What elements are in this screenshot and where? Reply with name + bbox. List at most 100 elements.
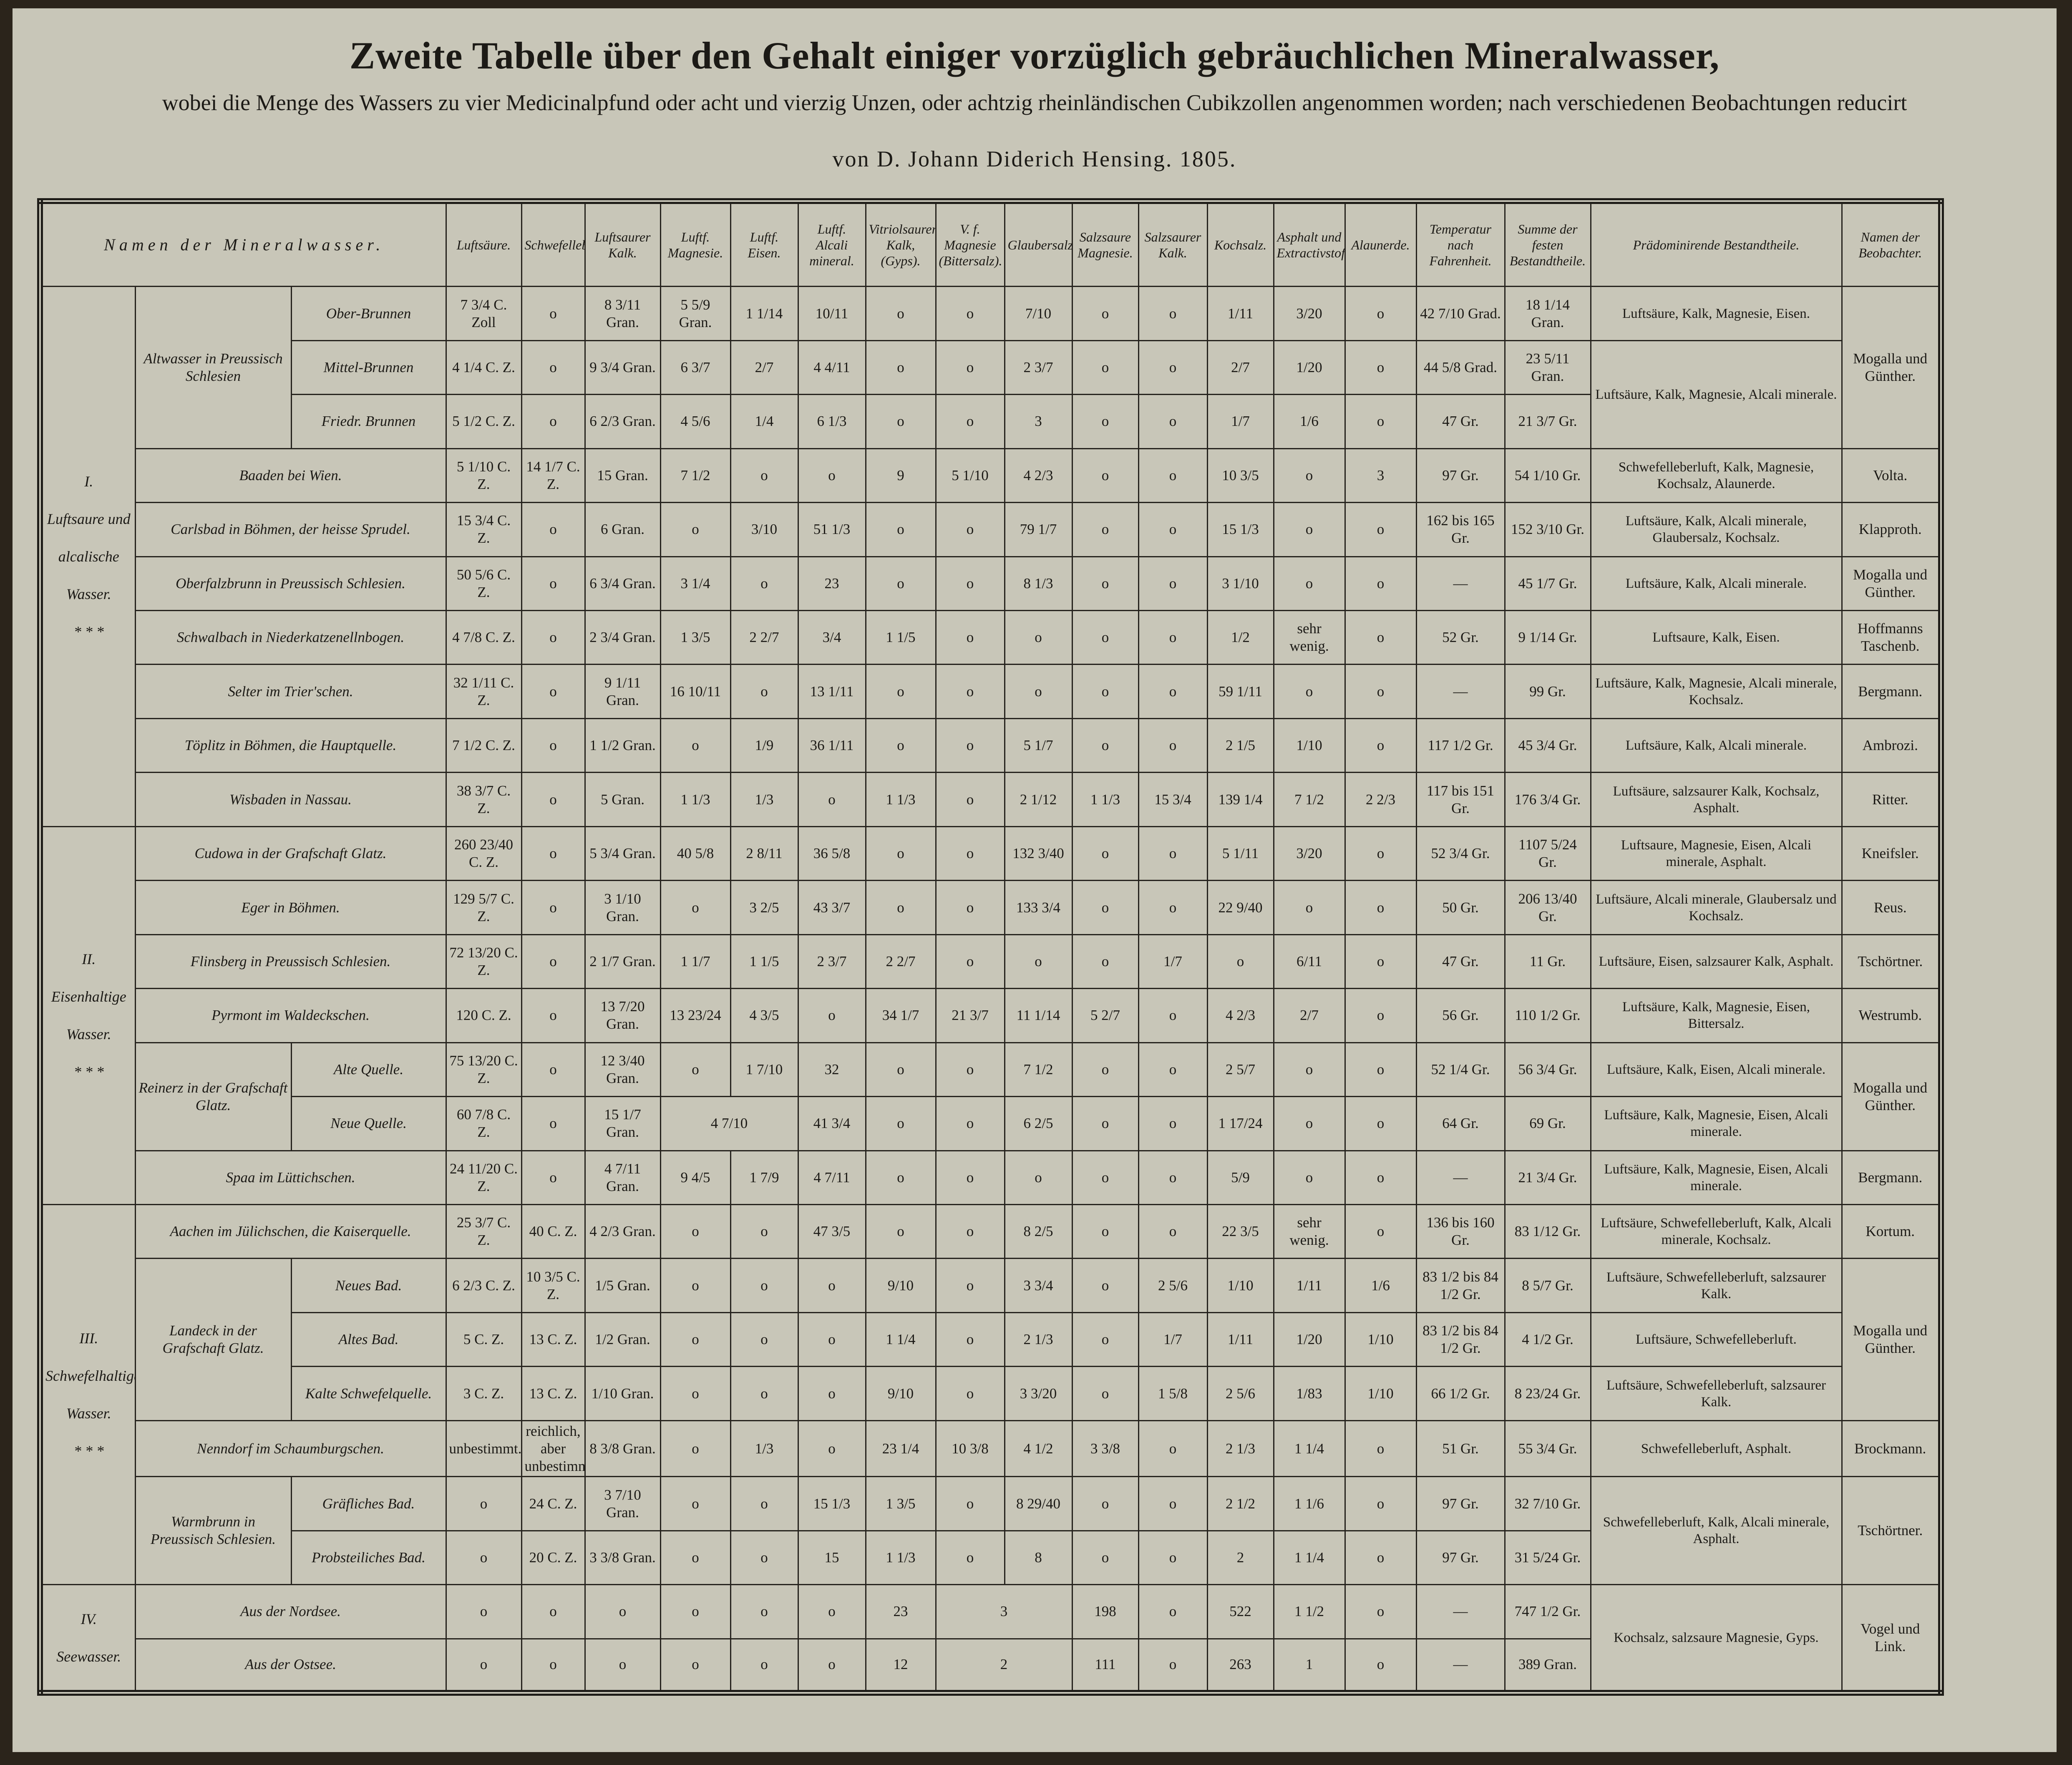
value-cell: 4 2/3 [1206, 988, 1274, 1043]
observer-cell: Ambrozi. [1841, 718, 1942, 773]
table-row: II. Eisenhaltige Wasser. * * * Cudowa in de… [39, 826, 1942, 1206]
value-cell: 1 3/5 [660, 610, 731, 665]
group-caption: Eisenhaltige Wasser. [51, 988, 126, 1043]
value-cell: o [935, 772, 1005, 827]
value-cell: unbestimmt. [445, 1420, 522, 1478]
value-cell: 44 5/8 Grad. [1415, 340, 1506, 395]
table-row: Reinerz in der Grafschaft Glatz. Alte Que… [40, 1042, 1942, 1151]
value-cell: 50 Gr. [1415, 880, 1506, 935]
value-cell: 14 1/7 C. Z. [521, 448, 586, 504]
spring-name: Landeck in der Grafschaft Glatz. [134, 1258, 292, 1421]
value-cell: 52 1/4 Gr. [1415, 1042, 1506, 1098]
value-cell: 1 1/4 [865, 1312, 937, 1367]
observer-cell: Brockmann. [1841, 1420, 1942, 1478]
value-cell: o [1138, 610, 1208, 665]
column-header: Temperatur nach Fahrenheit. [1415, 200, 1506, 287]
source-name: Gräfliches Bad. [290, 1476, 447, 1531]
value-cell: 32 7/10 Gr. [1504, 1476, 1591, 1531]
value-cell: 1/11 [1206, 286, 1274, 341]
spring-name: Töplitz in Böhmen, die Hauptquelle. [134, 718, 447, 773]
value-cell: 3 C. Z. [445, 1366, 522, 1421]
value-cell: 23 5/11 Gran. [1504, 340, 1591, 395]
value-cell: 2 3/7 [1004, 340, 1073, 395]
value-cell: o [1071, 826, 1139, 881]
value-cell: o [521, 826, 586, 881]
value-cell: 11 1/14 [1004, 988, 1073, 1043]
value-cell: o [660, 502, 731, 557]
value-cell: 522 [1206, 1584, 1274, 1639]
predominant-cell: Luftsäure, Schwefelleberluft, Kalk, Alca… [1590, 1204, 1843, 1259]
observer-cell: Hoffmanns Taschenb. [1841, 610, 1942, 665]
value-cell: 9 1/14 Gr. [1504, 610, 1591, 665]
value-cell: o [1344, 826, 1417, 881]
value-cell: 2 [1206, 1530, 1274, 1586]
value-cell: 13 1/11 [797, 664, 866, 719]
group-mark: * * * [73, 1443, 104, 1460]
value-cell: o [1071, 934, 1139, 990]
predominant-cell: Luftsäure, Kalk, Alcali minerale. [1590, 718, 1843, 773]
value-cell: 3 [1004, 394, 1073, 449]
value-cell: 15 1/3 [1206, 502, 1274, 557]
value-cell: o [1071, 1476, 1139, 1531]
predominant-cell: Luftsäure, salzsaurer Kalk, Kochsalz, As… [1590, 772, 1843, 827]
value-cell: 6 3/4 Gran. [584, 556, 661, 612]
value-cell: o [1071, 340, 1139, 395]
value-cell: 117 bis 151 Gr. [1415, 772, 1506, 827]
table: Namen der Mineralwasser. Luftsäure. Schwef… [37, 198, 1944, 1696]
value-cell: 47 3/5 [797, 1204, 866, 1259]
predominant-cell: Luftsäure, Schwefelleberluft. [1590, 1312, 1843, 1367]
value-cell: 4 7/11 Gran. [584, 1150, 661, 1206]
value-cell: 1 1/3 [1071, 772, 1139, 827]
value-cell: 15 3/4 [1138, 772, 1208, 827]
value-cell: 15 Gran. [584, 448, 661, 504]
value-cell: 4 1/2 Gr. [1504, 1312, 1591, 1367]
value-cell: 2 5/7 [1206, 1042, 1274, 1098]
value-cell: 6 2/5 [1004, 1096, 1073, 1151]
value-cell: 139 1/4 [1206, 772, 1274, 827]
predominant-cell: Luftsäure, Kalk, Magnesie, Eisen, Alcali… [1590, 1096, 1843, 1151]
value-cell: 5 1/2 C. Z. [445, 394, 522, 449]
spring-name: Selter im Trier'schen. [134, 664, 447, 719]
observer-cell: Kneifsler. [1841, 826, 1942, 881]
value-cell: 51 Gr. [1415, 1420, 1506, 1478]
value-cell: 21 3/4 Gr. [1504, 1150, 1591, 1206]
value-cell: 8 3/8 Gran. [584, 1420, 661, 1478]
value-cell: o [935, 718, 1005, 773]
value-cell: 2 1/3 [1004, 1312, 1073, 1367]
observer-cell: Vogel und Link. [1841, 1584, 1942, 1694]
value-cell: o [660, 1530, 731, 1586]
value-cell: 42 7/10 Grad. [1415, 286, 1506, 341]
spring-name: Altwasser in Preussisch Schlesien [134, 286, 292, 449]
value-cell: o [865, 1042, 937, 1098]
value-cell: 54 1/10 Gr. [1504, 448, 1591, 504]
value-cell: o [660, 1042, 731, 1098]
value-cell: 21 3/7 [935, 988, 1005, 1043]
value-cell: o [1138, 340, 1208, 395]
value-cell: o [1071, 610, 1139, 665]
value-cell: 4 1/4 C. Z. [445, 340, 522, 395]
value-cell: o [1138, 394, 1208, 449]
value-cell: 59 1/11 [1206, 664, 1274, 719]
value-cell: 23 [797, 556, 866, 612]
value-cell: o [1071, 1096, 1139, 1151]
value-cell: 41 3/4 [797, 1096, 866, 1151]
column-header: Salzsaure Magnesie. [1071, 200, 1139, 287]
value-cell: 40 C. Z. [521, 1204, 586, 1259]
value-cell: o [797, 772, 866, 827]
value-cell: o [1071, 448, 1139, 504]
value-cell: 5 1/10 C. Z. [445, 448, 522, 504]
value-cell: 10/11 [797, 286, 866, 341]
value-cell: o [1071, 880, 1139, 935]
value-cell: 23 1/4 [865, 1420, 937, 1478]
value-cell: 2 1/3 [1206, 1420, 1274, 1478]
value-cell: o [1138, 988, 1208, 1043]
value-cell: 8 3/11 Gran. [584, 286, 661, 341]
value-cell: o [660, 880, 731, 935]
value-cell: o [1344, 1476, 1417, 1531]
value-cell: 8 1/3 [1004, 556, 1073, 612]
value-cell: o [935, 934, 1005, 990]
predominant-cell: Luftsäure, Kalk, Magnesie, Alcali minera… [1590, 664, 1843, 719]
value-cell: o [1273, 448, 1346, 504]
value-cell: 1/7 [1138, 934, 1208, 990]
value-cell: o [1344, 502, 1417, 557]
